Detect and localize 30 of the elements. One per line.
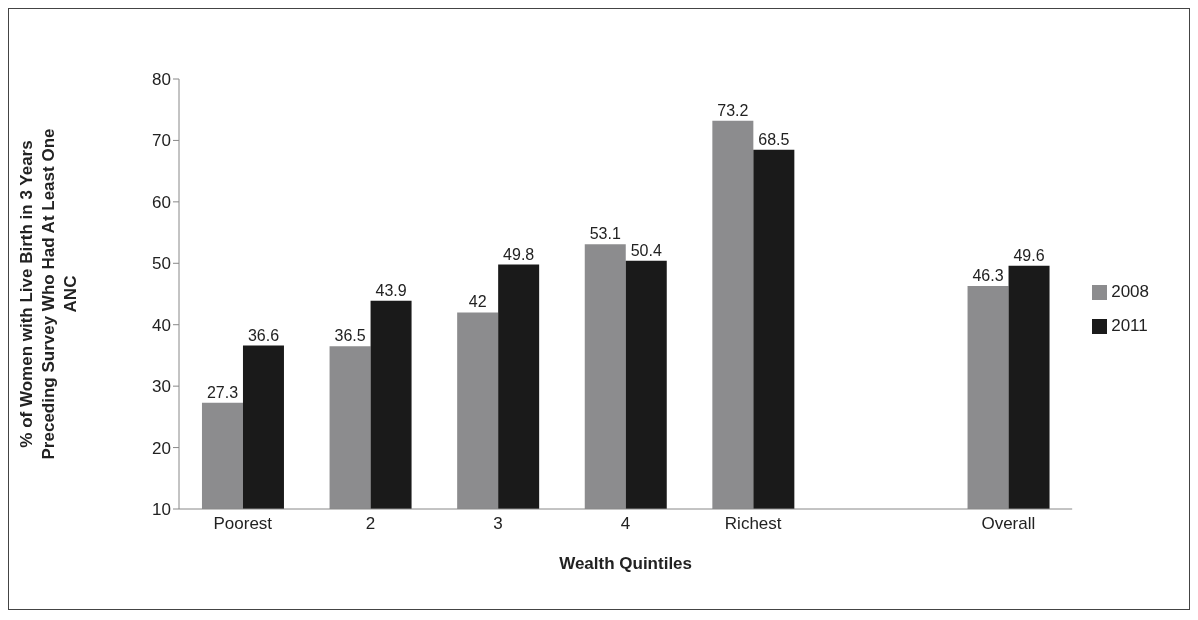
y-tick-label: 20 [152,438,171,458]
y-tick-label: 50 [152,254,171,274]
legend-label: 2011 [1111,316,1148,335]
y-tick-label: 80 [152,70,171,90]
y-tick-label: 10 [152,500,171,520]
data-label: 49.6 [1013,246,1045,264]
x-tick-label: 4 [620,514,631,534]
data-label: 43.9 [375,281,407,299]
y-tick-label: 30 [152,377,171,397]
x-tick-label: 3 [493,514,503,534]
data-label: 50.4 [630,241,662,259]
x-axis-title: Wealth Quintiles [559,554,693,573]
y-tick-label: 70 [152,131,171,151]
data-label: 36.6 [247,326,280,344]
data-label: 46.3 [972,267,1004,285]
data-label: 68.5 [758,130,790,148]
data-label: 36.5 [334,327,366,345]
x-tick-label: 2 [365,514,376,534]
data-label: 53.1 [589,225,621,243]
x-tick-label: Richest [724,514,782,534]
data-label: 27.3 [206,383,239,401]
x-tick-label: Overall [981,514,1036,534]
y-tick-label: 40 [152,315,171,335]
legend-label: 2008 [1111,282,1149,301]
x-tick-label: Poorest [213,514,273,534]
data-label: 42 [468,293,487,311]
y-tick-label: 60 [152,192,171,212]
data-label: 49.8 [503,245,535,263]
y-axis-title: % of Women with Live Birth in 3 Years Preceding Survey Who Had At Least One ANC [17,128,80,460]
data-label: 73.2 [717,101,749,119]
